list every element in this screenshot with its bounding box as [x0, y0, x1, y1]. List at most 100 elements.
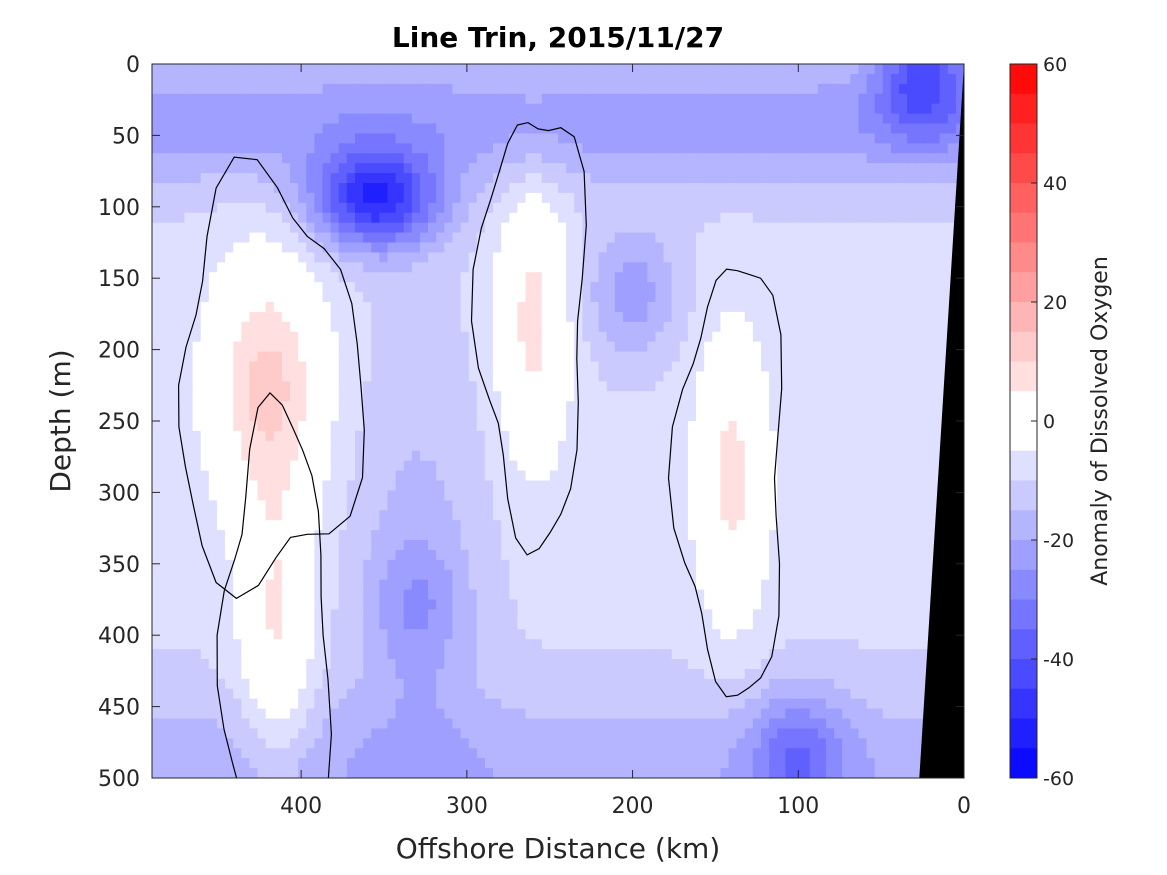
field-cell	[647, 470, 657, 482]
field-cell	[566, 460, 575, 472]
field-cell	[444, 302, 454, 313]
field-cell	[493, 609, 502, 620]
field-cell	[152, 688, 161, 700]
field-cell	[574, 698, 583, 710]
field-cell	[484, 232, 494, 244]
field-cell	[290, 173, 299, 184]
field-cell	[184, 520, 194, 531]
field-cell	[379, 351, 389, 363]
field-cell	[639, 143, 648, 154]
field-cell	[168, 728, 177, 739]
field-cell	[322, 272, 332, 283]
field-cell	[590, 321, 600, 333]
field-cell	[687, 173, 697, 184]
field-cell	[428, 470, 437, 482]
field-cell	[606, 688, 616, 700]
field-cell	[647, 302, 657, 313]
field-cell	[355, 411, 364, 422]
field-cell	[549, 163, 559, 174]
field-cell	[484, 252, 494, 263]
field-cell	[679, 341, 689, 353]
field-cell	[200, 659, 210, 670]
field-cell	[679, 668, 689, 680]
field-cell	[233, 480, 242, 492]
field-cell	[622, 728, 632, 739]
field-cell	[176, 391, 186, 402]
field-cell	[428, 242, 437, 254]
field-cell	[671, 113, 681, 125]
field-cell	[696, 629, 705, 640]
field-cell	[322, 341, 332, 353]
field-cell	[663, 361, 673, 373]
field-cell	[671, 619, 681, 630]
field-cell	[330, 728, 340, 739]
field-cell	[419, 728, 429, 739]
field-cell	[249, 678, 259, 690]
field-cell	[671, 649, 681, 660]
field-cell	[346, 490, 356, 501]
field-cell	[493, 391, 502, 402]
field-cell	[631, 242, 640, 254]
field-cell	[371, 540, 380, 551]
field-cell	[639, 381, 648, 392]
field-cell	[314, 321, 324, 333]
field-cell	[533, 133, 543, 144]
field-cell	[216, 153, 226, 164]
field-cell	[436, 242, 445, 254]
field-cell	[257, 430, 267, 442]
field-cell	[306, 401, 315, 412]
field-cell	[306, 153, 315, 164]
field-cell	[233, 659, 242, 670]
field-cell	[273, 331, 283, 343]
field-cell	[290, 341, 299, 353]
field-cell	[233, 450, 242, 462]
field-cell	[363, 639, 372, 650]
field-cell	[273, 292, 283, 303]
field-cell	[582, 500, 592, 511]
field-cell	[436, 619, 445, 630]
field-cell	[436, 768, 445, 778]
field-cell	[395, 103, 405, 115]
field-cell	[541, 133, 551, 144]
field-cell	[225, 202, 234, 214]
field-cell	[558, 668, 567, 680]
field-cell	[671, 272, 681, 283]
field-cell	[208, 93, 218, 105]
field-cell	[387, 183, 397, 194]
field-cell	[679, 93, 689, 105]
field-cell	[533, 272, 543, 283]
field-cell	[468, 192, 478, 204]
field-cell	[582, 321, 592, 333]
field-cell	[225, 133, 234, 144]
field-cell	[249, 430, 259, 442]
field-cell	[663, 758, 673, 769]
field-cell	[679, 768, 689, 778]
field-cell	[484, 113, 494, 125]
field-cell	[493, 262, 502, 273]
field-cell	[233, 103, 242, 115]
field-cell	[208, 381, 218, 392]
field-cell	[403, 242, 413, 254]
field-cell	[493, 738, 502, 749]
field-cell	[541, 153, 551, 164]
field-cell	[468, 688, 478, 700]
field-cell	[298, 153, 307, 164]
field-cell	[517, 93, 527, 105]
field-cell	[152, 361, 161, 373]
field-cell	[582, 678, 592, 690]
field-cell	[411, 450, 421, 462]
field-cell	[176, 579, 186, 591]
field-cell	[387, 540, 397, 551]
field-cell	[590, 619, 600, 630]
field-cell	[696, 530, 705, 541]
field-cell	[549, 212, 559, 224]
field-cell	[525, 262, 535, 273]
field-cell	[525, 73, 535, 85]
field-cell	[582, 212, 592, 224]
field-cell	[639, 520, 648, 531]
field-cell	[712, 123, 721, 135]
field-cell	[614, 718, 624, 730]
field-cell	[679, 619, 689, 630]
field-cell	[411, 629, 421, 640]
field-cell	[525, 421, 535, 432]
